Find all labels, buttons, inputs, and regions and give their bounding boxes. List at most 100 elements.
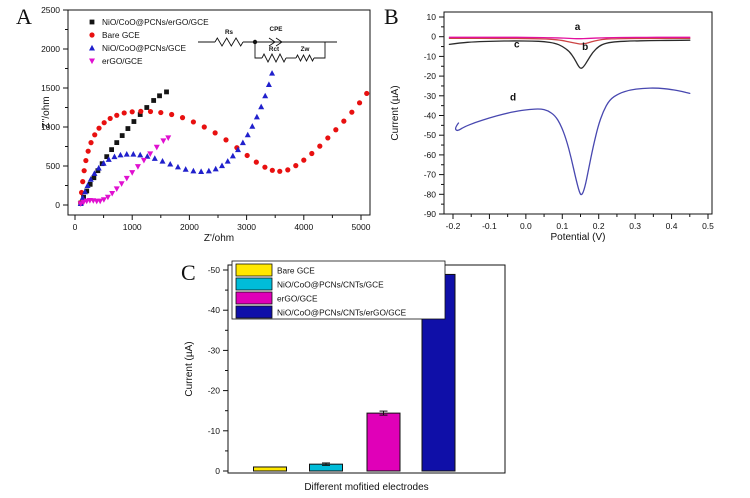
y-tick-label: 0 [215, 466, 220, 476]
panel-b-label: B [384, 4, 399, 29]
legend-label: NiO/CoO@PCNs/CNTs/erGO/GCE [277, 308, 407, 318]
error-bar [322, 462, 330, 466]
nyquist-plot-panel-a: 0 1000 2000 3000 4000 5000 0 500 1000 1500 2000 250… [41, 5, 371, 244]
y-tick-label: -30 [424, 91, 437, 101]
axis-tick-labels: 0 -10 -20 -30 -40 -50 [208, 265, 221, 476]
x-axis-title: Z'/ohm [204, 233, 234, 244]
y-tick-label: -10 [424, 51, 437, 61]
circuit-label-rct: Rct [269, 46, 280, 53]
legend-label: NiO/CoO@PCNs/erGO/GCE [102, 17, 209, 27]
y-tick-label: -30 [208, 345, 221, 355]
legend: Bare GCE NiO/CoO@PCNs/CNTs/GCE erGO/GCE NiO… [231, 260, 446, 320]
y-tick-label: -50 [424, 130, 437, 140]
legend-swatch-ergo-gce [235, 291, 273, 305]
legend: NiO/CoO@PCNs/erGO/GCE Bare GCE NiO/CoO@PCN… [89, 17, 209, 66]
legend-swatch-nio-coo-pcns-cnts-gce [235, 277, 273, 291]
x-tick-label: 1000 [123, 222, 142, 232]
bar-bare-gce [253, 466, 287, 472]
cpe-icon [268, 37, 276, 47]
plot-frame [443, 11, 713, 215]
curve-label-a: a [575, 22, 581, 33]
series-ergo-gce [77, 135, 172, 207]
circuit-labels: Rs CPE Rct Zw [225, 26, 310, 53]
cpe-icon [275, 37, 283, 47]
curve-label-c: c [514, 40, 520, 51]
y-tick-label: 500 [46, 161, 60, 171]
legend-swatch-nio-coo-pcns-cnts-ergo-gce [235, 305, 273, 319]
legend-label: Bare GCE [102, 30, 140, 40]
plot-frame [67, 9, 371, 216]
legend-label: Bare GCE [277, 266, 315, 276]
panel-c-label: C [181, 260, 196, 285]
circuit-wire [314, 42, 326, 59]
x-tick-label: 0.0 [520, 221, 532, 231]
series-bare-gce [78, 90, 370, 206]
y-tick-label: -50 [208, 265, 221, 275]
curve-a [448, 36, 691, 40]
curve-c [448, 39, 691, 69]
bar-ergo-gce [366, 412, 401, 472]
equivalent-circuit-inset [198, 37, 337, 64]
x-axis-ticks [74, 215, 362, 220]
x-tick-label: 0.2 [593, 221, 605, 231]
y-tick-label: 1000 [41, 122, 60, 132]
y-axis-title: Current (µA) [390, 85, 401, 140]
y-axis-ticks [223, 269, 228, 472]
y-tick-label: 2000 [41, 44, 60, 54]
bar-chart-panel-c: 0 -10 -20 -30 -40 -50 Different mofitied elect… [184, 260, 506, 493]
x-tick-label: 0.4 [666, 221, 678, 231]
y-tick-label: -20 [208, 386, 221, 396]
circuit-label-cpe: CPE [270, 26, 283, 33]
y-axis-title: Current (µA) [184, 341, 195, 396]
x-tick-label: 0.3 [629, 221, 641, 231]
resistor-rs-icon [214, 37, 244, 47]
x-tick-label: 3000 [237, 222, 256, 232]
y-tick-label: 2500 [41, 5, 60, 15]
y-axis-ticks [63, 9, 68, 206]
y-tick-label: 0 [55, 200, 60, 210]
y-axis-title: Z''/ohm [41, 96, 52, 128]
y-tick-label: -60 [424, 150, 437, 160]
y-tick-label: -80 [424, 189, 437, 199]
legend-label: NiO/CoO@PCNs/CNTs/GCE [277, 280, 384, 290]
x-axis-title: Different mofitied electrodes [304, 482, 428, 493]
x-tick-label: 0 [73, 222, 78, 232]
axis-tick-labels: 0 1000 2000 3000 4000 5000 0 500 1000 1500 2000 250… [41, 5, 371, 232]
y-tick-label: -40 [424, 111, 437, 121]
curve-label-d: d [510, 93, 516, 104]
y-tick-label: -10 [208, 426, 221, 436]
voltammogram-panel-b: -0.2 -0.1 0.0 0.1 0.2 0.3 0.4 0.5 10 0 -10 -20 -30 -4… [390, 11, 714, 243]
curve-label-b: b [582, 42, 588, 53]
y-tick-label: -20 [424, 71, 437, 81]
panel-a-label: A [16, 4, 32, 29]
series-nio-coo-pcns-gce [77, 70, 276, 206]
y-tick-label: -70 [424, 170, 437, 180]
x-tick-label: 2000 [180, 222, 199, 232]
y-tick-label: 0 [431, 32, 436, 42]
circuit-label-zw: Zw [301, 46, 310, 53]
y-tick-label: 1500 [41, 83, 60, 93]
y-tick-label: -90 [424, 209, 437, 219]
x-axis-title: Potential (V) [550, 232, 605, 243]
x-tick-label: 0.5 [702, 221, 714, 231]
circuit-label-rs: Rs [225, 29, 234, 36]
y-tick-label: -40 [208, 305, 221, 315]
circuit-wire [254, 42, 262, 59]
error-bar [379, 410, 388, 416]
x-tick-label: -0.2 [446, 221, 461, 231]
axis-tick-labels: -0.2 -0.1 0.0 0.1 0.2 0.3 0.4 0.5 10 0 -10 -20 -30 -4… [424, 12, 714, 231]
legend-label: erGO/GCE [102, 56, 143, 66]
x-axis-ticks [452, 214, 709, 219]
legend-swatch-bare-gce [235, 263, 273, 277]
y-axis-ticks [439, 16, 444, 215]
x-tick-label: -0.1 [482, 221, 497, 231]
resistor-rct-icon [261, 52, 287, 64]
x-tick-label: 0.1 [556, 221, 568, 231]
curve-b [448, 37, 691, 45]
legend-label: NiO/CoO@PCNs/GCE [102, 43, 186, 53]
legend-label: erGO/GCE [277, 294, 318, 304]
warburg-zw-icon [295, 53, 315, 63]
x-tick-label: 5000 [352, 222, 371, 232]
curve-d [454, 87, 691, 196]
